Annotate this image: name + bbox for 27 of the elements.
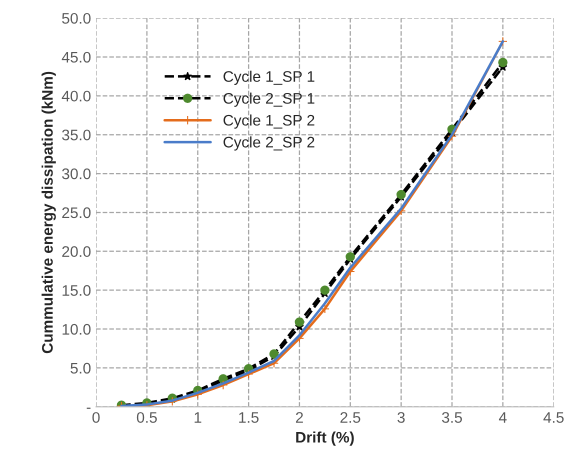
- y-tick-label: 10.0: [62, 324, 91, 335]
- x-tick-label: 4.5: [543, 412, 564, 423]
- y-tick-label: 35.0: [62, 130, 91, 140]
- x-tick-label: 2.5: [340, 412, 360, 423]
- y-tick-label: 5.0: [70, 362, 91, 374]
- x-tick-label: 1.5: [239, 412, 259, 423]
- x-tick-label: 4: [498, 412, 507, 423]
- x-tick-label: 0.5: [136, 412, 157, 423]
- y-tick-label: 45.0: [62, 52, 91, 63]
- legend-label: Cycle 2_SP 2: [224, 136, 314, 151]
- y-tick-label: -: [86, 408, 91, 409]
- y-tick-label: 25.0: [62, 207, 91, 218]
- x-tick-label: 2: [296, 412, 303, 423]
- x-tick-label: 3: [397, 412, 405, 423]
- y-tick-label: 15.0: [62, 285, 91, 296]
- legend-label: Cycle 1_SP 1: [224, 70, 314, 85]
- x-tick-label: 0: [92, 412, 100, 423]
- y-tick-label: 30.0: [62, 168, 91, 180]
- y-axis-title: Cummulative energy dissipation (kNm): [42, 72, 56, 354]
- legend-label: Cycle 2_SP 1: [224, 92, 314, 107]
- x-tick-label: 3.5: [442, 412, 462, 423]
- y-tick-label: 20.0: [62, 246, 91, 257]
- y-tick-label: 40.0: [62, 90, 91, 102]
- legend-label: Cycle 1_SP 2: [224, 114, 314, 129]
- y-tick-label: 50.0: [62, 12, 91, 24]
- x-axis-title: Drift (%): [296, 431, 354, 446]
- x-tick-label: 1: [194, 412, 202, 423]
